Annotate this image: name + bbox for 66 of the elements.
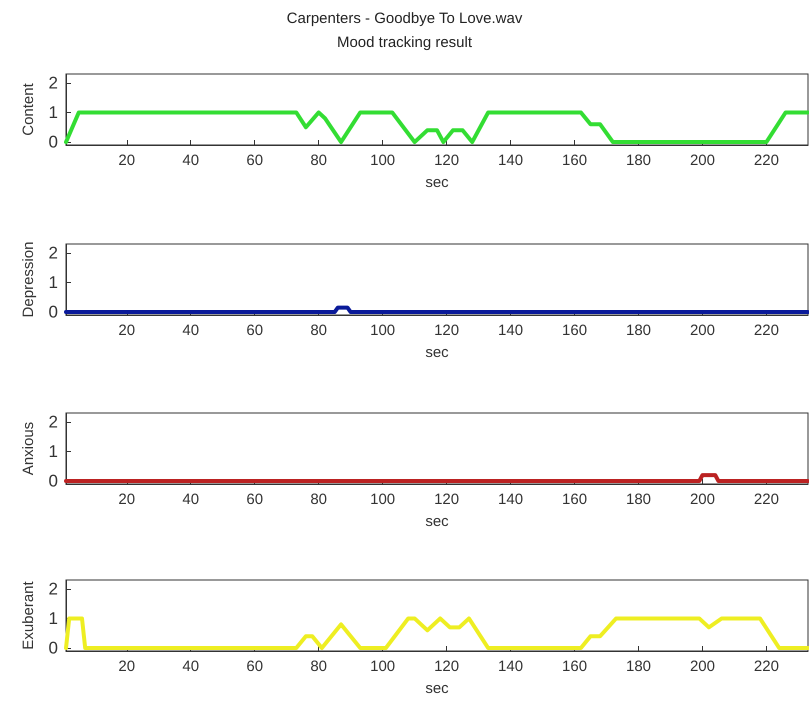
x-tick-label: 40: [182, 152, 200, 169]
x-axis-title: sec: [425, 174, 450, 191]
x-tick-label: 20: [118, 491, 136, 508]
y-tick-label: 1: [48, 102, 58, 122]
y-tick-label: 1: [48, 272, 58, 292]
x-tick-label: 140: [498, 658, 524, 675]
y-tick-label: 2: [48, 243, 58, 262]
y-tick-label: 2: [48, 579, 58, 598]
x-axis-title: sec: [425, 513, 450, 530]
x-tick-label: 140: [498, 491, 524, 508]
x-tick-label: 60: [246, 491, 264, 508]
x-tick-label: 40: [182, 491, 200, 508]
x-tick-label: 160: [562, 491, 588, 508]
y-tick-label: 0: [48, 638, 58, 658]
x-tick-label: 60: [246, 658, 264, 675]
y-tick-label: 0: [48, 132, 58, 152]
chart-subtitle: Mood tracking result: [336, 34, 473, 51]
x-tick-label: 160: [562, 658, 588, 675]
x-tick-label: 100: [370, 491, 396, 508]
x-tick-label: 140: [498, 322, 524, 339]
x-tick-label: 180: [626, 491, 652, 508]
x-tick-label: 200: [690, 658, 715, 675]
x-tick-label: 100: [370, 152, 396, 169]
y-tick-label: 1: [48, 442, 58, 461]
x-tick-label: 80: [310, 152, 328, 169]
x-tick-label: 180: [626, 152, 652, 169]
x-tick-label: 200: [690, 322, 715, 339]
x-tick-label: 120: [434, 152, 460, 169]
chart-title: Carpenters - Goodbye To Love.wav: [286, 10, 523, 27]
y-tick-label: 1: [48, 608, 58, 628]
y-axis-title: Depression: [20, 242, 37, 318]
x-tick-label: 80: [310, 491, 328, 508]
y-tick-label: 0: [48, 472, 58, 491]
x-tick-label: 40: [182, 658, 200, 675]
x-axis-title: sec: [425, 344, 450, 361]
y-tick-label: 2: [48, 73, 58, 92]
x-tick-label: 220: [754, 322, 779, 339]
x-tick-label: 60: [246, 322, 264, 339]
x-tick-label: 180: [626, 322, 652, 339]
x-tick-label: 200: [690, 491, 715, 508]
x-tick-label: 80: [310, 658, 328, 675]
x-tick-label: 120: [434, 491, 460, 508]
y-tick-label: 2: [48, 412, 58, 432]
x-tick-label: 140: [498, 152, 524, 169]
x-tick-label: 100: [370, 658, 396, 675]
y-axis-title: Content: [20, 82, 37, 136]
x-tick-label: 160: [562, 152, 588, 169]
x-tick-label: 120: [434, 322, 460, 339]
y-axis-title: Exuberant: [20, 580, 37, 650]
y-axis-title: Anxious: [20, 422, 37, 476]
x-tick-label: 20: [118, 152, 136, 169]
x-tick-label: 60: [246, 152, 264, 169]
x-tick-label: 20: [118, 322, 136, 339]
x-tick-label: 180: [626, 658, 652, 675]
y-tick-label: 0: [48, 302, 58, 322]
x-tick-label: 200: [690, 152, 715, 169]
x-tick-label: 120: [434, 658, 460, 675]
x-tick-label: 80: [310, 322, 328, 339]
x-tick-label: 220: [754, 152, 779, 169]
x-tick-label: 100: [370, 322, 396, 339]
x-tick-label: 20: [118, 658, 136, 675]
x-tick-label: 220: [754, 658, 779, 675]
x-tick-label: 40: [182, 322, 200, 339]
x-axis-title: sec: [425, 680, 450, 697]
x-tick-label: 160: [562, 322, 588, 339]
x-tick-label: 220: [754, 491, 779, 508]
